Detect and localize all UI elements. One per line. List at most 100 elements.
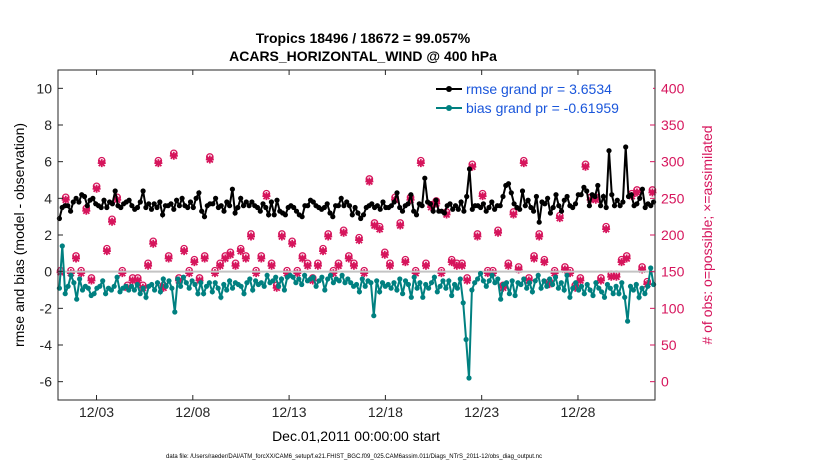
bias-point: [131, 287, 137, 293]
rmse-point: [355, 210, 361, 216]
bias-point: [313, 283, 319, 289]
bias-point: [293, 280, 299, 286]
bias-point: [512, 292, 518, 299]
rmse-point: [603, 204, 609, 211]
bias-point: [423, 281, 429, 288]
rmse-point: [486, 204, 492, 211]
bias-point: [460, 300, 466, 306]
rmse-point: [609, 192, 615, 198]
bias-point: [547, 276, 553, 282]
obs-assimilated-marker: [514, 265, 523, 274]
obs-count-layer: [56, 149, 657, 292]
obs-assimilated-marker: [416, 159, 425, 168]
rmse-point: [397, 204, 403, 211]
rmse-point: [595, 182, 601, 189]
obs-assimilated-marker: [185, 269, 194, 278]
obs-assimilated-marker: [607, 272, 616, 281]
rmse-point: [109, 201, 115, 207]
legend-bias-marker: [446, 105, 452, 111]
obs-assimilated-marker: [380, 250, 389, 259]
obs-assimilated-marker: [375, 225, 384, 234]
obs-assimilated-marker: [128, 276, 137, 285]
bias-point: [253, 278, 259, 284]
rmse-point: [533, 193, 540, 200]
plot-area: [56, 69, 657, 401]
bias-point: [426, 285, 432, 291]
bias-point: [391, 280, 397, 286]
rmse-point: [531, 208, 537, 214]
obs-assimilated-marker: [221, 254, 230, 263]
obs-assimilated-marker: [447, 258, 456, 267]
bias-point: [195, 291, 201, 297]
obs-assimilated-marker: [355, 236, 364, 245]
bias-point: [85, 285, 91, 291]
y-left-tick-label: 4: [44, 190, 52, 206]
rmse-point: [157, 199, 163, 205]
rmse-point: [634, 201, 640, 207]
rmse-point: [584, 188, 590, 194]
bias-point: [587, 287, 593, 293]
bias-point: [270, 278, 276, 284]
rmse-point: [411, 208, 417, 214]
rmse-point: [154, 204, 160, 211]
obs-assimilated-marker: [164, 254, 173, 263]
bias-point: [154, 280, 161, 286]
bias-point: [385, 281, 391, 288]
bias-point: [633, 281, 639, 288]
rmse-point: [478, 204, 484, 211]
legend-rmse-marker: [446, 86, 452, 92]
bias-point: [278, 276, 285, 282]
bias-point: [264, 272, 270, 278]
y-axis-left-label: rmse and bias (model - observation): [11, 123, 27, 347]
bias-point: [157, 289, 163, 295]
rmse-point: [118, 204, 124, 211]
obs-assimilated-marker: [349, 261, 358, 270]
rmse-point: [519, 188, 526, 194]
rmse-point: [517, 206, 523, 212]
bias-point: [123, 283, 129, 289]
y-right-tick-label: 400: [661, 80, 685, 96]
bias-point: [457, 276, 463, 282]
bias-point: [322, 287, 328, 293]
bias-point: [71, 280, 77, 286]
rmse-point: [143, 204, 149, 211]
obs-assimilated-marker: [231, 261, 240, 270]
bias-point: [417, 280, 423, 286]
rmse-point: [452, 203, 459, 209]
obs-assimilated-marker: [118, 269, 127, 278]
bias-point: [610, 291, 616, 297]
bias-point: [160, 276, 166, 282]
obs-assimilated-marker: [622, 254, 631, 263]
obs-assimilated-marker: [452, 261, 461, 270]
bias-point: [371, 313, 377, 319]
obs-assimilated-marker: [92, 184, 101, 193]
bias-point: [405, 281, 411, 288]
rmse-point: [489, 199, 495, 205]
bias-point: [449, 292, 455, 299]
bias-point: [475, 276, 481, 282]
rmse-point: [68, 208, 74, 214]
rmse-point: [570, 204, 576, 211]
bias-point: [420, 294, 426, 300]
bias-point: [397, 276, 403, 282]
rmse-point: [246, 203, 252, 209]
rmse-point: [134, 204, 141, 211]
bias-point: [613, 283, 619, 289]
rmse-point: [101, 197, 107, 203]
bias-point: [201, 291, 207, 297]
rmse-point: [380, 199, 386, 205]
bias-point: [625, 318, 631, 324]
rmse-point: [190, 204, 196, 211]
obs-assimilated-marker: [612, 272, 621, 281]
rmse-point: [614, 197, 620, 203]
obs-assimilated-marker: [293, 269, 302, 278]
bias-point: [503, 280, 510, 286]
chart-title-line2: ACARS_HORIZONTAL_WIND @ 400 hPa: [229, 48, 497, 64]
x-tick-label: 12/13: [272, 404, 307, 420]
bias-point: [636, 294, 642, 300]
rmse-point: [224, 199, 230, 205]
rmse-point: [299, 214, 305, 220]
bias-point: [616, 291, 622, 297]
bias-point: [336, 278, 342, 284]
obs-assimilated-marker: [72, 254, 81, 263]
